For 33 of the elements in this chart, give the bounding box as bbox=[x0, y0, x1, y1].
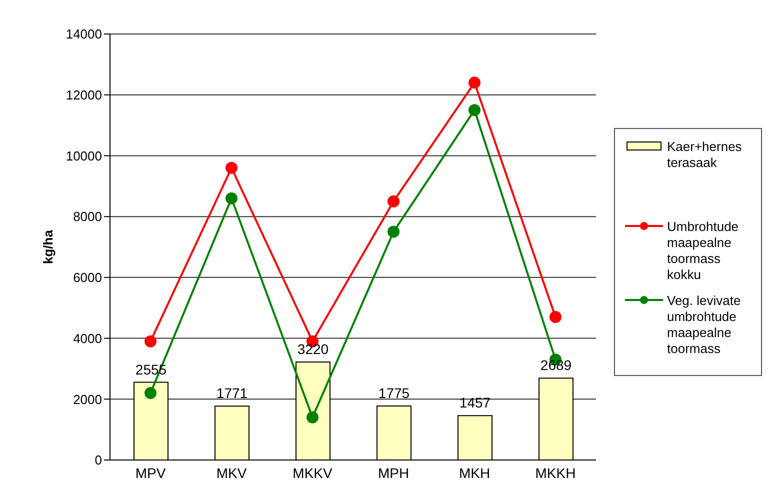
x-tick-label: MKKV bbox=[292, 464, 333, 481]
x-tick-label: MPV bbox=[135, 464, 166, 481]
y-tick-label: 0 bbox=[94, 452, 102, 468]
point bbox=[550, 310, 562, 323]
x-tick-label: MKV bbox=[216, 464, 248, 481]
y-tick-label: 10000 bbox=[66, 148, 102, 164]
point bbox=[468, 76, 480, 89]
legend-label: Veg. levivate umbrohtude maapealne toormass bbox=[667, 292, 742, 356]
x-tick-label: MPH bbox=[378, 464, 410, 481]
y-tick-label: 8000 bbox=[73, 209, 102, 224]
data-label: 1457 bbox=[459, 394, 491, 411]
point bbox=[226, 192, 238, 204]
y-tick-label: 6000 bbox=[73, 270, 102, 286]
point bbox=[226, 162, 238, 174]
data-label: 1775 bbox=[378, 384, 410, 401]
point bbox=[388, 195, 400, 208]
legend-label: Kaer+hernes terasaak bbox=[667, 138, 743, 170]
point bbox=[306, 411, 318, 424]
data-label: 3220 bbox=[297, 341, 329, 358]
y-tick-label: 4000 bbox=[73, 330, 102, 346]
legend-label: Umbrohtude maapealne toormass kokku bbox=[667, 218, 740, 282]
data-label: 2689 bbox=[540, 357, 572, 374]
y-tick-label: 2000 bbox=[73, 392, 102, 407]
y-tick-label: 14000 bbox=[66, 26, 102, 42]
point bbox=[144, 335, 156, 348]
point bbox=[388, 226, 400, 238]
x-tick-label: MKKH bbox=[535, 464, 576, 481]
y-tick-label: 12000 bbox=[66, 87, 102, 102]
point bbox=[468, 104, 480, 116]
point bbox=[144, 387, 156, 400]
x-tick-label: MKH bbox=[458, 464, 490, 481]
data-label: 1771 bbox=[216, 385, 248, 402]
y-axis-title: kg/ha bbox=[40, 229, 56, 264]
